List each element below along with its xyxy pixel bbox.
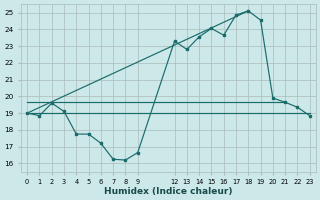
X-axis label: Humidex (Indice chaleur): Humidex (Indice chaleur) [104,187,233,196]
